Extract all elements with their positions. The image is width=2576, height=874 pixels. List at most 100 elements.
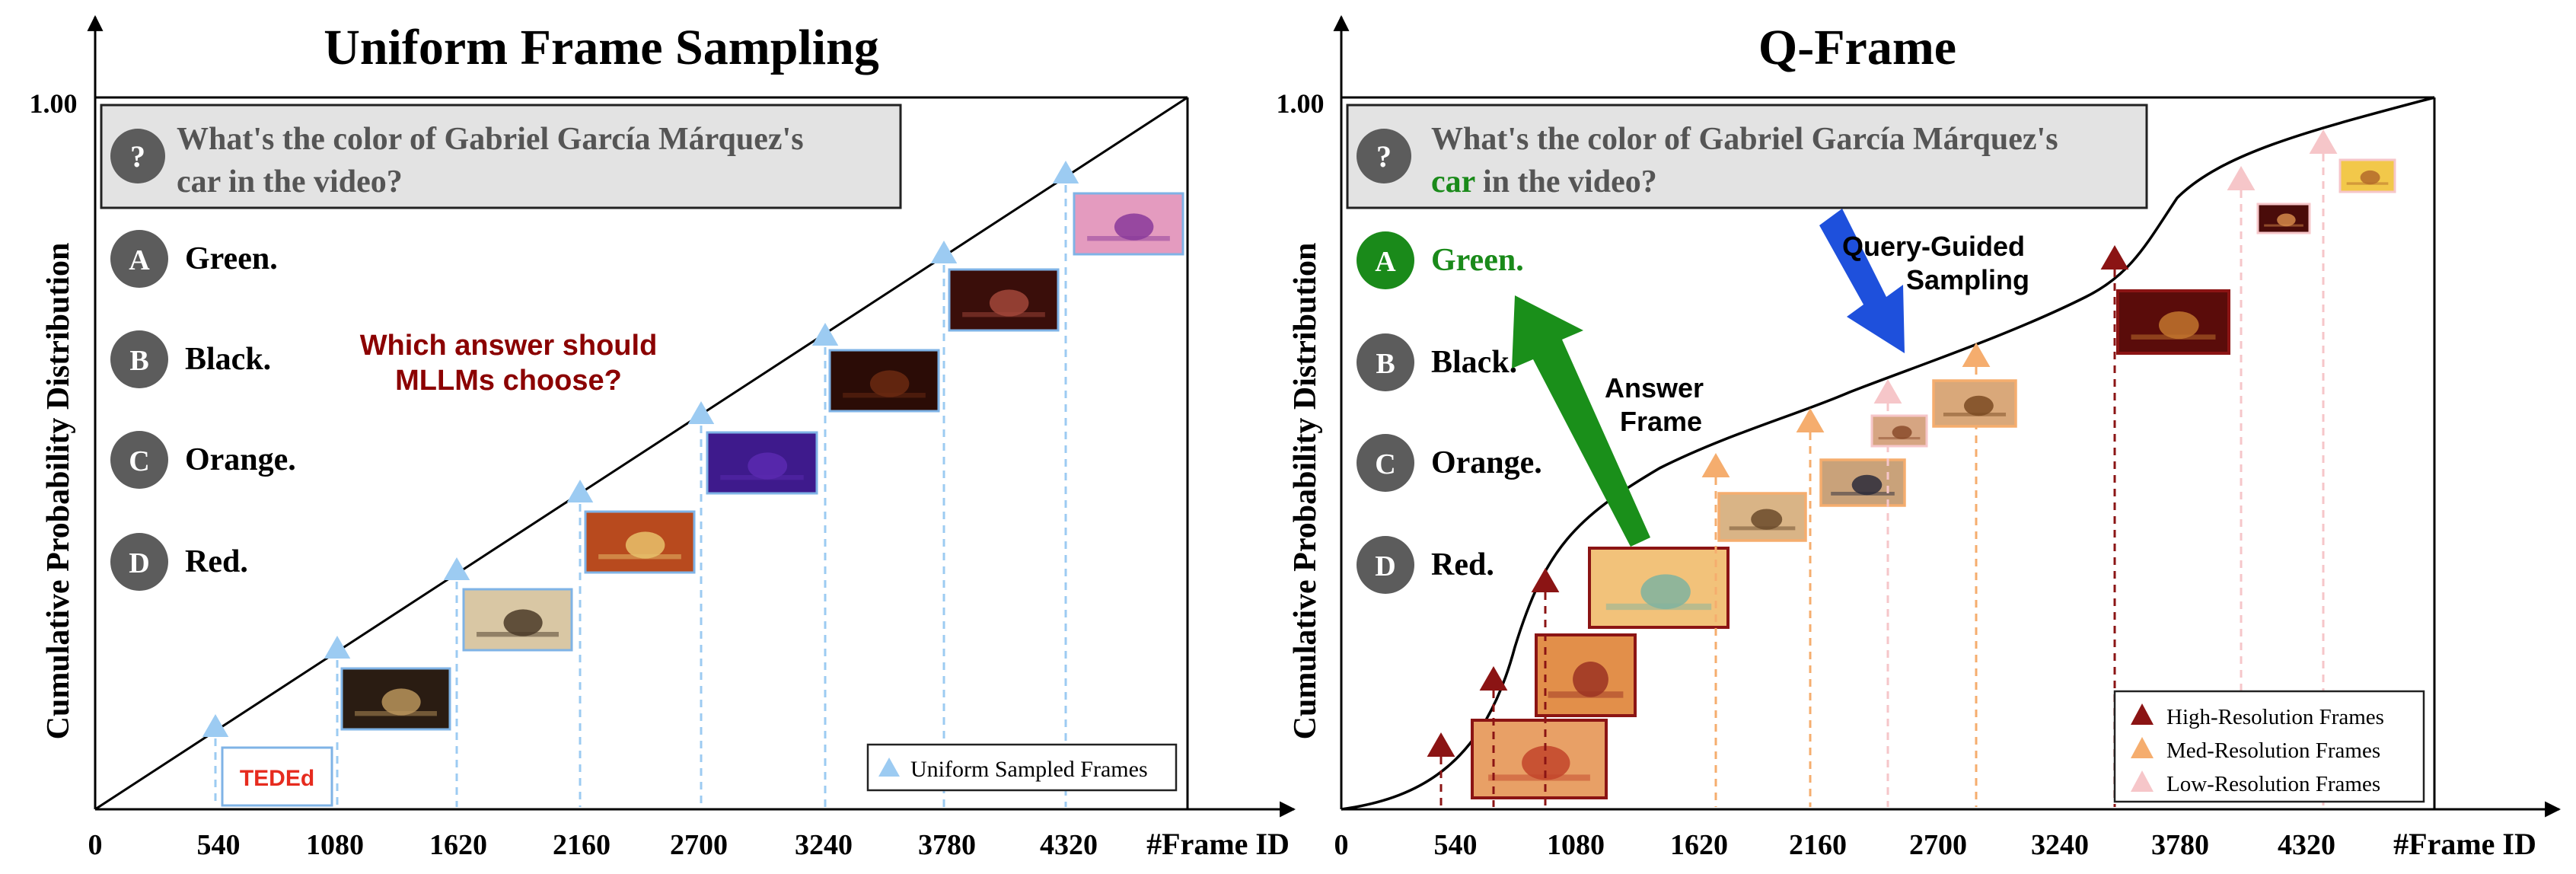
right-sample-marker-low xyxy=(2227,166,2256,190)
right-question-line2: car in the video? xyxy=(1431,164,1657,199)
right-frame-thumbnail-med xyxy=(1932,379,2017,428)
legend-low-res-label: Low-Resolution Frames xyxy=(2166,772,2380,796)
right-frame-thumbnail-high xyxy=(1535,633,1637,717)
left-frame-thumbnail xyxy=(584,510,696,574)
right-qframe-samples xyxy=(1427,129,2396,807)
right-frame-thumbnail-high xyxy=(1588,547,1730,629)
right-x-tick-label: 2160 xyxy=(1789,829,1847,861)
left-x-tick-label: 2160 xyxy=(553,829,611,861)
right-sample-marker-low xyxy=(1873,379,1902,404)
left-panel: Uniform Frame Sampling Cumulative Probab… xyxy=(30,14,1296,861)
left-title: Uniform Frame Sampling xyxy=(324,20,879,75)
left-question-line1: What's the color of Gabriel García Márqu… xyxy=(177,122,804,157)
left-sample-marker xyxy=(687,401,715,424)
right-panel: Q-Frame Cumulative Probability Distribut… xyxy=(1277,14,2562,861)
right-question-box xyxy=(1346,104,2148,209)
left-option-b-text: Black. xyxy=(185,342,271,377)
left-option-c-text: Orange. xyxy=(185,442,296,477)
right-frame-thumbnail-low xyxy=(2256,203,2311,234)
right-option-a: A Green. xyxy=(1357,231,1524,289)
right-sample-marker-med xyxy=(1796,408,1825,432)
left-frame-thumbnail xyxy=(1073,192,1184,256)
legend-high-res-label: High-Resolution Frames xyxy=(2166,705,2384,729)
left-sample-marker xyxy=(811,323,839,346)
right-option-c: C Orange. xyxy=(1357,434,1542,492)
right-sample-marker-med xyxy=(1962,343,1991,367)
left-sample-marker xyxy=(930,241,958,263)
right-option-b-text: Black. xyxy=(1431,345,1517,380)
right-sample-marker-high xyxy=(1531,568,1560,592)
left-x-tick-label: 2700 xyxy=(670,829,728,861)
right-xlabel: #Frame ID xyxy=(2393,827,2536,861)
right-frame-thumbnail-low xyxy=(1870,414,1928,448)
left-sample-marker xyxy=(443,557,470,580)
right-frame-thumbnail-high xyxy=(2116,289,2230,355)
left-frame-thumbnail xyxy=(948,268,1060,332)
left-uniform-samples: TEDEd xyxy=(202,161,1184,807)
left-question-icon-mark: ? xyxy=(130,139,145,174)
left-ylabel: Cumulative Probability Distribution xyxy=(41,243,76,740)
right-frame-thumbnail-low xyxy=(2338,158,2396,193)
svg-text:A: A xyxy=(129,244,150,276)
left-question-line2: car in the video? xyxy=(177,164,403,199)
query-guided-label-line2: Sampling xyxy=(1906,264,2029,295)
right-title: Q-Frame xyxy=(1758,20,1956,75)
left-x-tick-label: 3240 xyxy=(795,829,853,861)
right-option-b: B Black. xyxy=(1357,333,1517,391)
right-x-tick-label: 3240 xyxy=(2031,829,2089,861)
left-sample-marker xyxy=(1052,161,1079,183)
left-legend-marker xyxy=(878,758,900,777)
legend-med-res: Med-Resolution Frames xyxy=(2131,737,2380,763)
right-sample-marker-high xyxy=(1427,732,1455,757)
right-cdf-curve xyxy=(1341,96,2435,811)
right-sample-marker-med xyxy=(1701,453,1730,477)
right-x-tick-label: 2700 xyxy=(1909,829,1967,861)
left-y-max-label: 1.00 xyxy=(30,88,78,119)
left-x-tick-label: 1620 xyxy=(429,829,487,861)
right-option-a-text: Green. xyxy=(1431,243,1524,278)
right-option-d: D Red. xyxy=(1357,536,1494,594)
right-frame-thumbnail-high xyxy=(1471,719,1608,799)
left-question-box xyxy=(100,104,902,209)
left-option-a: A Green. xyxy=(110,230,278,288)
left-x-tick-label: 0 xyxy=(88,829,103,861)
left-x-tick-label: 4320 xyxy=(1040,829,1098,861)
left-option-b: B Black. xyxy=(110,330,271,388)
left-sample-marker xyxy=(202,714,229,737)
right-x-tick-label: 1080 xyxy=(1547,829,1605,861)
right-frame-thumbnail-med xyxy=(1819,458,1906,507)
left-x-tick-label: 3780 xyxy=(918,829,976,861)
legend-med-res-marker xyxy=(2131,737,2154,758)
left-frame-thumbnail xyxy=(340,667,451,731)
left-annotation-line1: Which answer should xyxy=(360,330,658,362)
left-frame-thumbnail xyxy=(828,349,940,413)
left-option-a-text: Green. xyxy=(185,241,278,276)
left-sample-marker xyxy=(324,636,351,659)
query-guided-arrow xyxy=(1819,209,1905,353)
legend-low-res-marker xyxy=(2131,770,2154,792)
svg-text:C: C xyxy=(1375,448,1395,480)
right-option-c-text: Orange. xyxy=(1431,445,1542,480)
right-question-line1: What's the color of Gabriel García Márqu… xyxy=(1431,122,2058,157)
left-question-icon xyxy=(110,129,165,183)
svg-text:D: D xyxy=(129,547,149,579)
svg-text:D: D xyxy=(1375,550,1395,582)
right-x-tick-label: 0 xyxy=(1334,829,1349,861)
left-sample-marker xyxy=(566,480,594,502)
left-option-c: C Orange. xyxy=(110,431,296,489)
svg-text:B: B xyxy=(129,345,148,377)
left-x-ticks: 0 540 1080 1620 2160 2700 3240 3780 4320 xyxy=(88,829,1098,861)
legend-high-res: High-Resolution Frames xyxy=(2131,703,2384,729)
left-frame-thumbnail xyxy=(462,588,573,652)
answer-frame-label-line2: Frame xyxy=(1620,406,1702,437)
ted-ed-logo-text: TEDEd xyxy=(240,766,314,791)
right-x-ticks: 0 540 1080 1620 2160 2700 3240 3780 4320 xyxy=(1334,829,2336,861)
right-x-tick-label: 540 xyxy=(1434,829,1478,861)
left-x-tick-label: 540 xyxy=(197,829,241,861)
right-question-icon xyxy=(1357,129,1411,183)
right-question-highlight: car xyxy=(1431,164,1475,199)
answer-frame-arrow xyxy=(1512,295,1650,547)
right-sample-marker-high xyxy=(2100,245,2129,270)
right-x-tick-label: 1620 xyxy=(1670,829,1728,861)
left-legend-label: Uniform Sampled Frames xyxy=(910,757,1148,782)
